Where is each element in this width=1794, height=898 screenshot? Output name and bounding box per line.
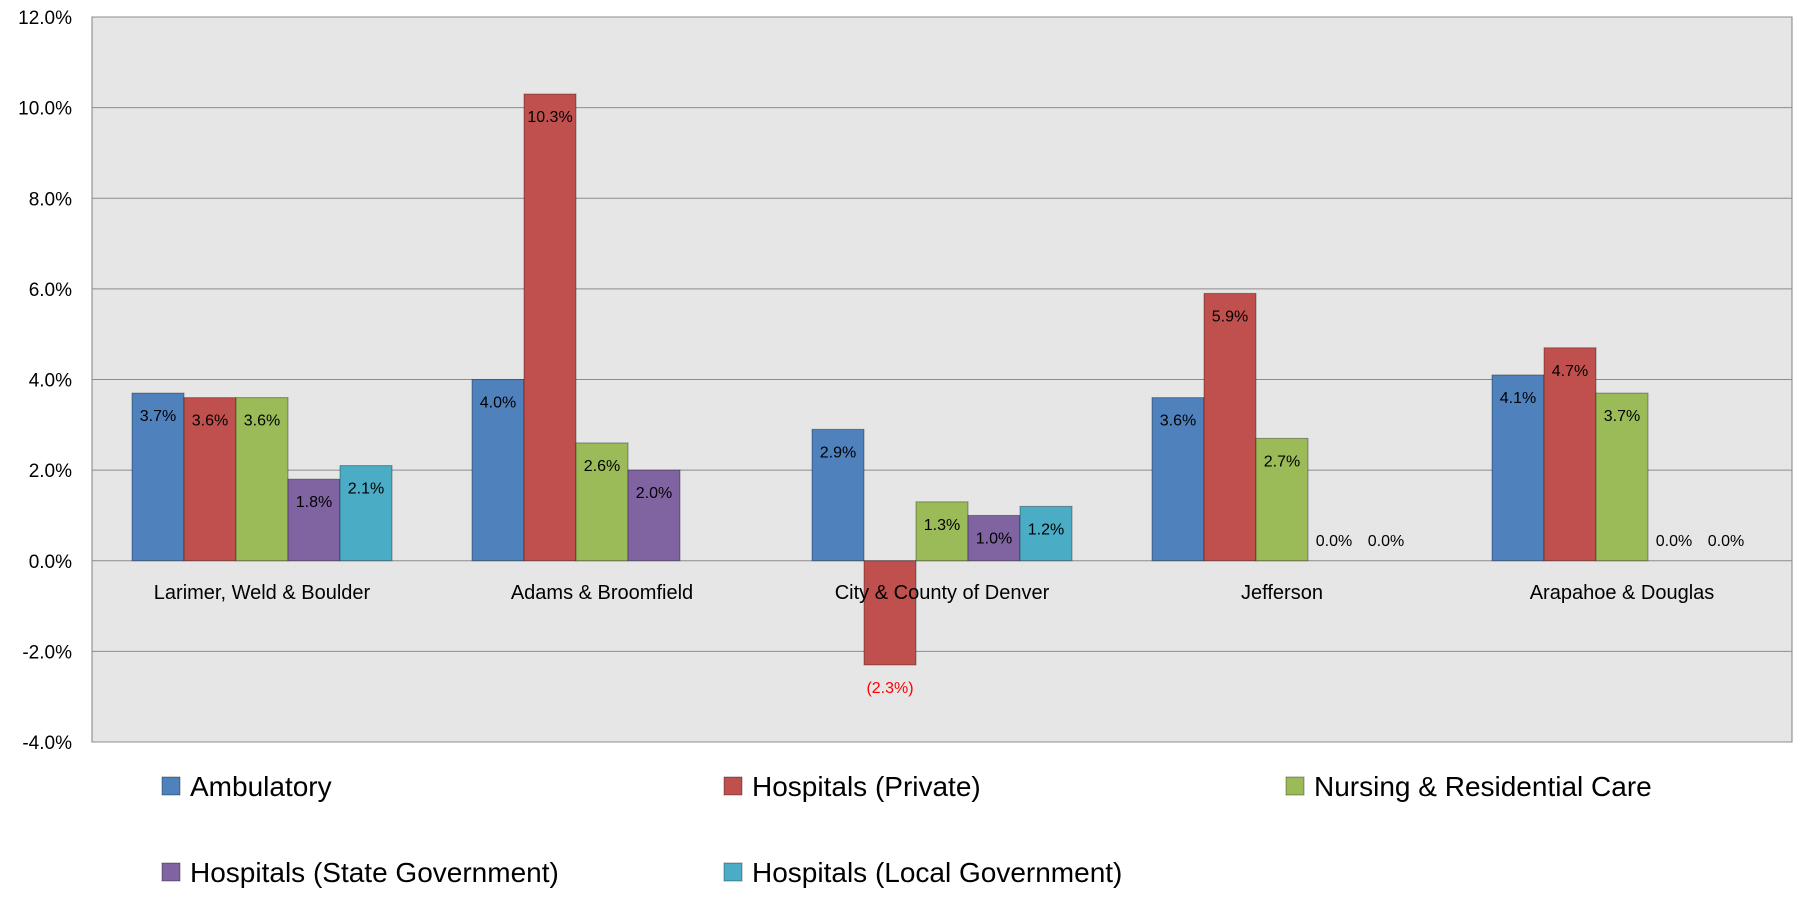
data-label: 1.0% bbox=[976, 530, 1012, 547]
bar bbox=[183, 397, 237, 562]
category-label: Adams & Broomfield bbox=[511, 582, 693, 604]
data-label: 0.0% bbox=[1316, 533, 1352, 550]
data-label: 2.1% bbox=[348, 481, 384, 498]
data-label: 1.3% bbox=[924, 517, 960, 534]
legend-label: Hospitals (Private) bbox=[752, 771, 981, 802]
bar bbox=[811, 428, 865, 562]
legend-label: Hospitals (State Government) bbox=[190, 857, 559, 888]
data-label: 1.2% bbox=[1028, 521, 1064, 538]
data-label: 3.6% bbox=[192, 413, 228, 430]
bar bbox=[863, 560, 917, 666]
bars bbox=[131, 93, 1649, 666]
data-label: 0.0% bbox=[1708, 533, 1744, 550]
legend-swatch bbox=[1285, 776, 1305, 796]
data-label: 4.0% bbox=[480, 395, 516, 412]
y-tick-label: 2.0% bbox=[29, 461, 72, 482]
bar bbox=[575, 442, 629, 562]
data-label: 3.7% bbox=[140, 408, 176, 425]
bar bbox=[1595, 392, 1649, 562]
bar bbox=[627, 469, 681, 562]
data-label: 4.1% bbox=[1500, 390, 1536, 407]
legend-swatch bbox=[723, 776, 743, 796]
data-label: 3.7% bbox=[1604, 408, 1640, 425]
legend-swatch bbox=[161, 862, 181, 882]
bar bbox=[235, 397, 289, 562]
y-tick-label: -4.0% bbox=[22, 733, 72, 754]
data-label: 2.6% bbox=[584, 458, 620, 475]
bar bbox=[287, 478, 341, 562]
y-axis: 12.0% 10.0% 8.0% 6.0% 4.0% 2.0% 0.0% -2.0% -4.0% bbox=[18, 8, 72, 754]
bar bbox=[523, 93, 577, 562]
y-tick-label: 10.0% bbox=[18, 99, 72, 120]
y-tick-label: 6.0% bbox=[29, 280, 72, 301]
data-label: 1.8% bbox=[296, 494, 332, 511]
data-label: (2.3%) bbox=[866, 680, 913, 697]
legend-label: Hospitals (Local Government) bbox=[752, 857, 1122, 888]
bar bbox=[1151, 397, 1205, 562]
bar bbox=[1255, 437, 1309, 562]
y-tick-label: 4.0% bbox=[29, 371, 72, 392]
bar bbox=[1203, 292, 1257, 562]
bar bbox=[1491, 374, 1545, 562]
x-axis: Larimer, Weld & Boulder Adams & Broomfiel… bbox=[154, 582, 1714, 604]
legend: Ambulatory Hospitals (Private) Nursing & R… bbox=[161, 771, 1652, 888]
data-label: 2.9% bbox=[820, 444, 856, 461]
data-labels: 3.7% 3.6% 3.6% 1.8% 2.1% 4.0% 10.3% 2.6% 2.0% 2.9… bbox=[140, 109, 1744, 697]
bar bbox=[1019, 505, 1073, 562]
y-tick-label: 0.0% bbox=[29, 552, 72, 573]
data-label: 0.0% bbox=[1368, 533, 1404, 550]
category-label: City & County of Denver bbox=[835, 582, 1050, 604]
data-label: 4.7% bbox=[1552, 363, 1588, 380]
y-tick-label: -2.0% bbox=[22, 642, 72, 663]
category-label: Larimer, Weld & Boulder bbox=[154, 582, 371, 604]
data-label: 3.6% bbox=[244, 413, 280, 430]
legend-swatch bbox=[723, 862, 743, 882]
legend-label: Nursing & Residential Care bbox=[1314, 771, 1652, 802]
bar bbox=[915, 501, 969, 562]
data-label: 0.0% bbox=[1656, 533, 1692, 550]
data-label: 10.3% bbox=[527, 109, 572, 126]
y-tick-label: 8.0% bbox=[29, 189, 72, 210]
category-label: Arapahoe & Douglas bbox=[1530, 582, 1715, 604]
data-label: 2.7% bbox=[1264, 453, 1300, 470]
legend-swatch bbox=[161, 776, 181, 796]
bar bbox=[339, 465, 393, 562]
bar bbox=[471, 379, 525, 562]
data-label: 5.9% bbox=[1212, 308, 1248, 325]
data-label: 3.6% bbox=[1160, 413, 1196, 430]
y-tick-label: 12.0% bbox=[18, 8, 72, 29]
legend-label: Ambulatory bbox=[190, 771, 332, 802]
bar bbox=[131, 392, 185, 562]
category-label: Jefferson bbox=[1241, 582, 1323, 604]
data-label: 2.0% bbox=[636, 485, 672, 502]
